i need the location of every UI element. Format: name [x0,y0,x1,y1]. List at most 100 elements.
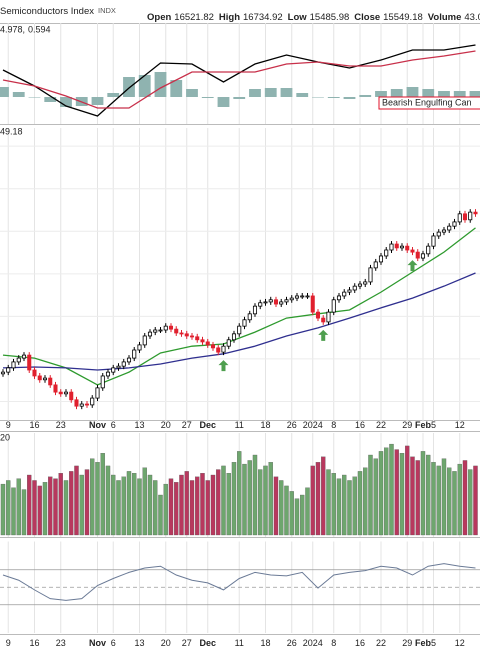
histogram-bar [296,93,309,97]
histogram-bar [91,97,104,105]
candle-body [84,403,90,406]
candle-body [189,335,195,338]
volume-bar [205,480,210,536]
x-tick-label: Nov [89,420,106,430]
candle-body [142,335,147,346]
volume-bar [273,476,279,536]
quote-label: High [219,12,240,23]
signal-arrow [318,329,329,341]
candle-body [252,305,258,315]
signal-arrow [407,260,418,272]
volume-bar [457,463,462,536]
macd-line [2,50,476,109]
candle-body [116,365,121,369]
histogram-bar [422,89,435,97]
volume-bar [415,460,420,536]
candle-body [473,211,478,215]
candle-body [300,295,305,298]
x-tick-label: 23 [56,420,66,430]
x-tick-label: Feb [415,638,432,648]
histogram-bar [170,80,183,97]
candle-body [231,333,237,341]
candle-body [415,251,420,259]
x-tick-label: 26 [287,420,297,430]
histogram-bar [217,97,230,107]
candle-body [100,375,105,389]
candle-body [410,249,415,253]
x-tick-label: Feb [415,420,432,430]
candle-body [0,371,6,375]
x-tick-label: 23 [56,638,66,648]
candle-body [289,297,294,301]
candle-body [168,325,174,330]
volume-bar [473,465,478,536]
candle-body [452,221,457,227]
x-tick-label: 18 [260,638,270,648]
volume-bar [111,474,116,536]
volume-bar [373,458,378,536]
candle-body [305,295,310,298]
x-tick-label: 6 [111,420,116,430]
histogram-bar [44,97,57,102]
volume-bar [184,471,189,536]
candle-body [263,301,268,304]
candle-body [63,391,69,395]
volume-bar [352,476,357,536]
candle-body [457,213,462,223]
histogram-bar [327,97,340,98]
x-tick-label: 16 [355,420,365,430]
volume-bar [0,483,6,536]
candle-body [137,344,142,351]
candle-body [42,377,48,381]
volume-bar [147,474,153,536]
x-tick-label: 16 [29,420,39,430]
candle-body [221,345,226,353]
candle-body [426,245,431,255]
x-tick-label: 22 [376,638,386,648]
volume-bar [462,460,468,536]
annotation: Bearish Engulfing Can [382,97,472,107]
x-tick-label: 20 [161,638,171,648]
candle-body [27,354,32,371]
volume-bar [95,462,100,536]
candle-body [184,333,189,337]
candle-body [111,367,116,373]
x-tick-label: Dec [199,638,216,648]
x-tick-label: 27 [182,638,192,648]
candle-body [268,299,273,303]
candle-body [273,299,279,305]
volume-bar [279,480,284,536]
volume-bar [121,476,126,536]
candle-body [336,295,342,301]
volume-bar [158,494,163,536]
volume-bar [105,465,111,536]
x-tick-label: 29 [402,420,412,430]
quote-label: Volume [428,12,462,23]
candle-body [242,319,247,327]
candle-body [363,281,368,285]
candle-body [321,317,326,323]
candle-body [210,344,216,349]
legend-value: 0.594 [28,24,51,34]
histogram-bar [453,91,466,97]
volume-bar [315,462,321,536]
x-tick-label: 11 [235,638,244,648]
x-tick-label: 29 [402,638,412,648]
volume-bar [6,480,11,536]
volume-bar [363,467,368,536]
volume-bar [247,460,252,536]
moving-average [2,227,476,386]
volume-bar [11,487,16,536]
volume-bar [221,465,226,536]
histogram-bar [201,97,214,98]
volume-bar [216,469,221,536]
candle-body [331,299,336,313]
volume-bar [384,447,389,536]
histogram-bar [249,89,261,97]
volume-bar [447,467,452,536]
candle-body [132,349,137,359]
volume-bar [63,480,69,536]
candle-body [205,341,210,346]
volume-bar [153,480,158,536]
x-tick-label: 2024 [303,420,323,430]
